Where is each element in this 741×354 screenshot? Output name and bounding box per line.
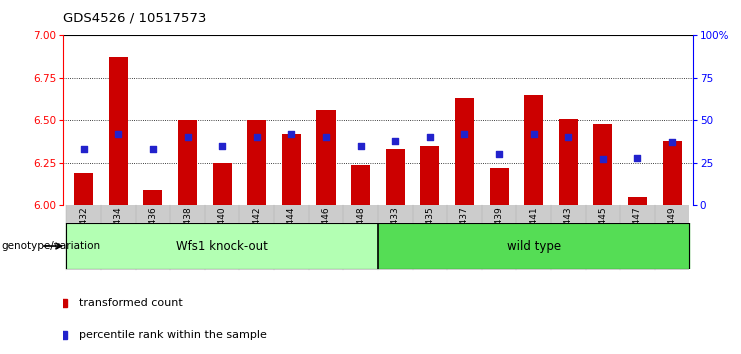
Bar xyxy=(282,134,301,205)
Point xyxy=(666,139,678,145)
Text: percentile rank within the sample: percentile rank within the sample xyxy=(79,330,267,339)
Bar xyxy=(516,205,551,270)
Point xyxy=(147,147,159,152)
Bar xyxy=(447,205,482,270)
Point xyxy=(182,135,193,140)
Point xyxy=(320,135,332,140)
Point xyxy=(113,131,124,137)
Bar xyxy=(585,205,620,270)
Bar xyxy=(343,205,378,270)
Point xyxy=(251,135,263,140)
Bar xyxy=(524,95,543,205)
Text: genotype/variation: genotype/variation xyxy=(1,241,101,251)
Text: Wfs1 knock-out: Wfs1 knock-out xyxy=(176,240,268,252)
Bar xyxy=(170,205,205,270)
Bar xyxy=(351,165,370,205)
Bar xyxy=(239,205,274,270)
Bar xyxy=(274,205,309,270)
Bar xyxy=(378,223,689,269)
Bar xyxy=(144,190,162,205)
Bar xyxy=(551,205,585,270)
Text: GDS4526 / 10517573: GDS4526 / 10517573 xyxy=(63,12,206,25)
Bar xyxy=(655,205,689,270)
Point xyxy=(285,131,297,137)
Bar xyxy=(662,141,682,205)
Bar xyxy=(316,110,336,205)
Bar xyxy=(559,119,578,205)
Point xyxy=(216,143,228,149)
Bar xyxy=(309,205,343,270)
Bar xyxy=(67,223,378,269)
Bar xyxy=(136,205,170,270)
Bar xyxy=(205,205,239,270)
Bar xyxy=(420,146,439,205)
Bar xyxy=(74,173,93,205)
Bar xyxy=(386,149,405,205)
Bar xyxy=(482,205,516,270)
Point xyxy=(597,156,609,162)
Point xyxy=(631,155,643,161)
Bar xyxy=(378,205,413,270)
Bar xyxy=(628,197,647,205)
Bar xyxy=(247,120,266,205)
Bar xyxy=(109,57,128,205)
Text: transformed count: transformed count xyxy=(79,298,182,308)
Bar xyxy=(178,120,197,205)
Bar xyxy=(594,124,612,205)
Text: wild type: wild type xyxy=(507,240,561,252)
Point xyxy=(424,135,436,140)
Point xyxy=(459,131,471,137)
Point xyxy=(562,135,574,140)
Bar xyxy=(455,98,474,205)
Bar xyxy=(620,205,655,270)
Point xyxy=(389,138,401,144)
Point xyxy=(78,147,90,152)
Bar xyxy=(67,205,101,270)
Bar xyxy=(101,205,136,270)
Point xyxy=(528,131,539,137)
Bar xyxy=(213,163,232,205)
Bar xyxy=(490,168,508,205)
Bar xyxy=(413,205,447,270)
Point xyxy=(355,143,367,149)
Point xyxy=(493,152,505,157)
